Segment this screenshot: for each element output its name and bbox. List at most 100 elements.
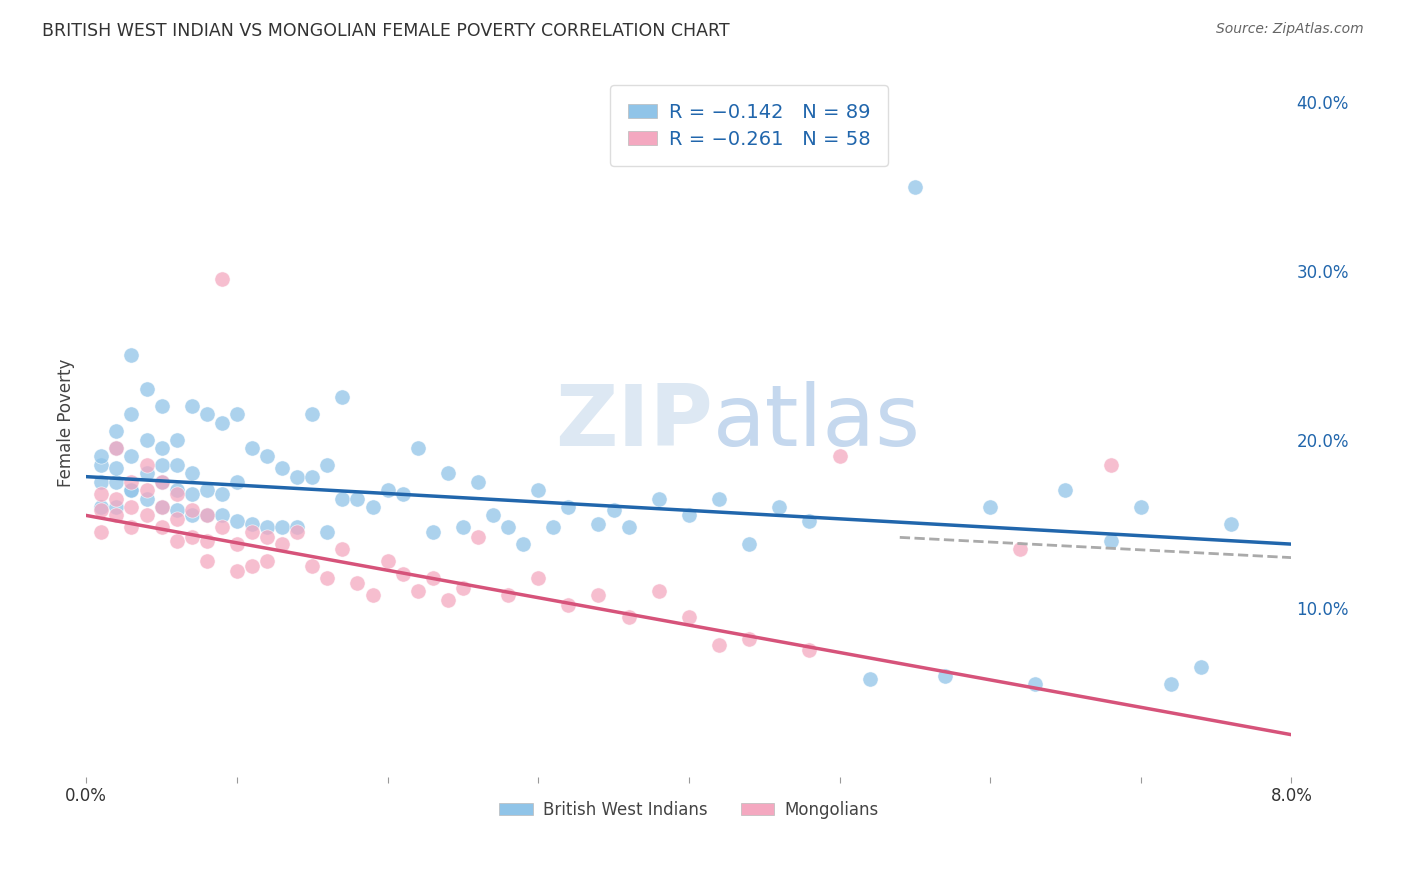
Point [135,508,157,523]
Point [105,441,128,455]
Point [346,491,368,506]
Point [768,500,790,514]
Point [496,588,519,602]
Point [799,514,821,528]
Point [1160,677,1182,691]
Point [135,467,157,481]
Point [557,500,579,514]
Point [648,584,671,599]
Text: ZIP: ZIP [555,381,713,464]
Point [346,575,368,590]
Point [240,559,263,574]
Point [1010,542,1032,557]
Point [226,514,249,528]
Point [166,486,188,500]
Point [121,475,143,489]
Point [406,584,429,599]
Point [602,503,624,517]
Point [90,500,112,514]
Point [1099,533,1122,548]
Text: BRITISH WEST INDIAN VS MONGOLIAN FEMALE POVERTY CORRELATION CHART: BRITISH WEST INDIAN VS MONGOLIAN FEMALE … [42,22,730,40]
Point [391,486,413,500]
Point [135,458,157,472]
Point [195,508,218,523]
Point [377,554,399,568]
Y-axis label: Female Poverty: Female Poverty [58,359,75,487]
Point [617,520,640,534]
Point [332,491,354,506]
Point [180,399,202,413]
Point [195,554,218,568]
Point [1099,458,1122,472]
Point [451,520,474,534]
Point [422,571,444,585]
Point [166,512,188,526]
Point [90,486,112,500]
Point [451,581,474,595]
Point [105,491,128,506]
Point [527,571,550,585]
Point [934,668,956,682]
Point [195,533,218,548]
Point [738,537,761,551]
Point [361,588,384,602]
Point [678,508,700,523]
Point [482,508,505,523]
Point [859,672,882,686]
Point [105,508,128,523]
Point [211,520,233,534]
Point [180,486,202,500]
Point [121,450,143,464]
Point [180,508,202,523]
Point [135,382,157,396]
Point [467,530,489,544]
Point [512,537,534,551]
Point [467,475,489,489]
Point [226,475,249,489]
Point [1189,660,1212,674]
Point [135,433,157,447]
Point [256,450,278,464]
Point [256,554,278,568]
Point [150,399,173,413]
Point [211,508,233,523]
Point [105,475,128,489]
Point [799,643,821,657]
Point [1054,483,1077,498]
Point [150,441,173,455]
Point [271,461,294,475]
Point [588,516,610,531]
Point [316,571,339,585]
Point [301,559,323,574]
Point [150,520,173,534]
Point [617,609,640,624]
Point [527,483,550,498]
Point [121,348,143,362]
Point [256,520,278,534]
Point [332,391,354,405]
Point [377,483,399,498]
Point [150,475,173,489]
Point [226,564,249,578]
Point [588,588,610,602]
Point [105,424,128,438]
Point [150,500,173,514]
Point [496,520,519,534]
Point [211,486,233,500]
Point [904,179,927,194]
Point [135,491,157,506]
Point [166,483,188,498]
Point [332,542,354,557]
Point [180,503,202,517]
Point [180,467,202,481]
Point [316,458,339,472]
Point [437,467,460,481]
Point [195,407,218,421]
Point [979,500,1001,514]
Point [361,500,384,514]
Point [240,525,263,540]
Point [166,533,188,548]
Point [121,483,143,498]
Point [707,491,730,506]
Point [285,469,308,483]
